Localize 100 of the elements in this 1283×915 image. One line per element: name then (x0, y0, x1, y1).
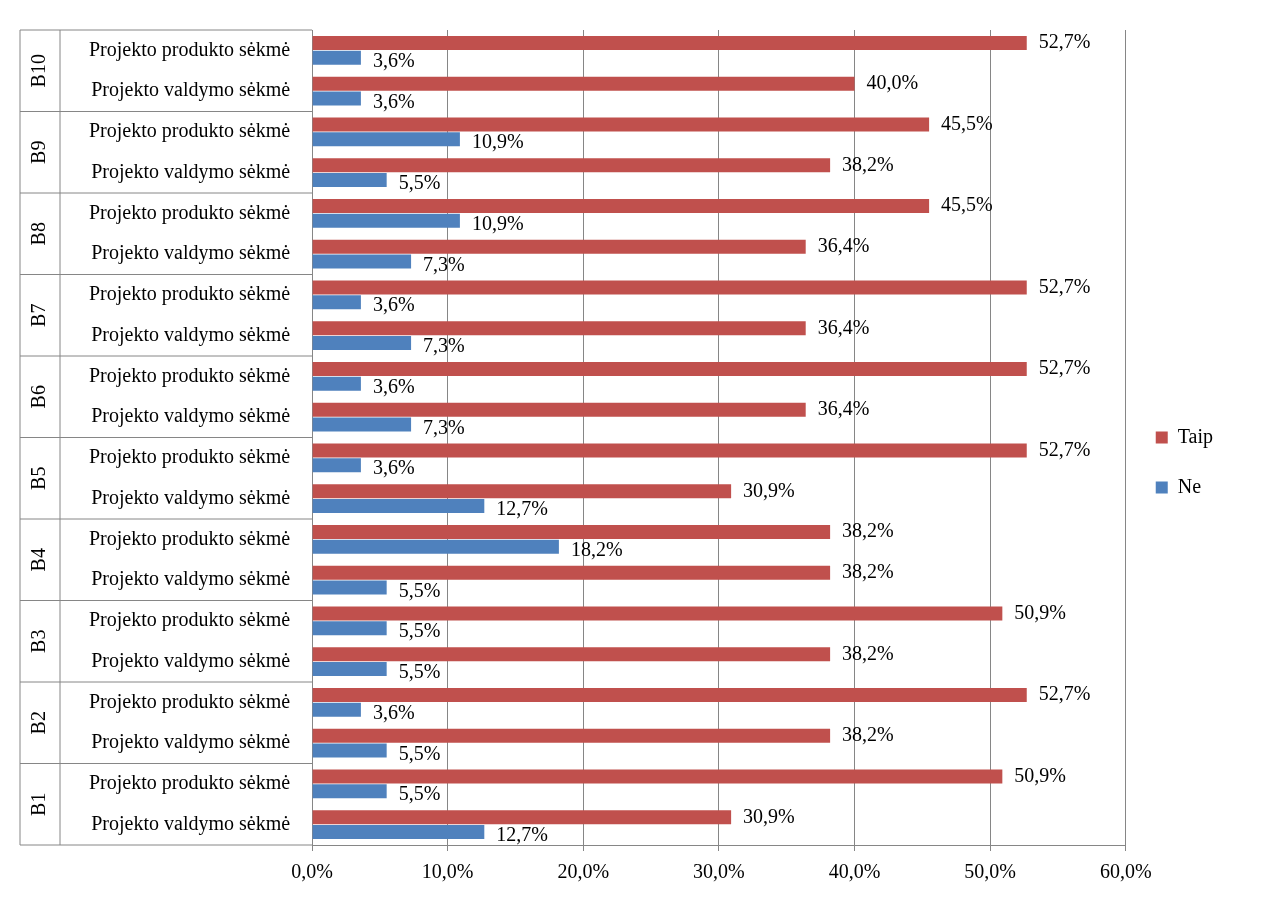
data-label: 3,6% (372, 48, 415, 71)
y-tick-label: Projekto valdymo sėkmė (91, 322, 291, 346)
y-tick-label: Projekto valdymo sėkmė (91, 485, 291, 509)
data-label: 40,0% (866, 71, 919, 94)
legend-label: Ne (1177, 474, 1202, 497)
bar (312, 565, 831, 580)
data-label: 3,6% (372, 374, 415, 397)
bar (312, 117, 930, 132)
data-label: 12,7% (496, 823, 548, 846)
bar (312, 239, 806, 254)
data-label: 38,2% (842, 560, 894, 583)
y-tick-label: Projekto produkto sėkmė (88, 119, 291, 143)
text: B10 (27, 54, 50, 88)
bar (312, 824, 485, 839)
x-tick-label: 10,0% (421, 860, 474, 883)
data-label: 30,9% (743, 478, 795, 501)
data-label: 36,4% (817, 234, 870, 257)
bar (312, 525, 831, 540)
bar (312, 621, 387, 636)
data-label: 38,2% (842, 152, 894, 175)
bar (312, 158, 831, 173)
bar (312, 539, 559, 554)
y-tick-label: Projekto produkto sėkmė (88, 526, 291, 550)
bar (312, 91, 361, 106)
data-label: 7,3% (423, 334, 465, 357)
bar (312, 728, 831, 743)
text: B3 (27, 629, 50, 653)
text: B5 (27, 466, 50, 490)
bar (312, 810, 732, 825)
bar (312, 458, 361, 473)
bar (312, 769, 1003, 784)
text: B7 (27, 303, 50, 327)
bar (312, 417, 412, 432)
data-label: 52,7% (1038, 30, 1091, 53)
data-label: 7,3% (423, 415, 465, 438)
data-label: 3,6% (372, 293, 415, 316)
bar (312, 172, 387, 187)
x-tick-label: 50,0% (964, 860, 1016, 883)
text: B8 (27, 222, 50, 246)
data-label: 50,9% (1014, 600, 1067, 623)
y-tick-label: Projekto valdymo sėkmė (91, 567, 291, 591)
data-label: 38,2% (842, 641, 894, 664)
y-tick-label: Projekto produkto sėkmė (88, 445, 291, 469)
bar (312, 50, 361, 65)
y-tick-label: Projekto valdymo sėkmė (91, 78, 291, 102)
data-label: 52,7% (1038, 682, 1091, 705)
text: B4 (27, 548, 50, 572)
y-tick-label: Projekto valdymo sėkmė (91, 404, 291, 428)
data-label: 52,7% (1038, 274, 1091, 297)
data-label: 30,9% (743, 804, 795, 827)
data-label: 10,9% (471, 211, 524, 234)
x-tick-label: 0,0% (291, 860, 333, 883)
y-tick-label: Projekto produkto sėkmė (88, 771, 291, 795)
data-label: 12,7% (496, 497, 548, 520)
y-tick-label: Projekto produkto sėkmė (88, 689, 291, 713)
bar (312, 484, 732, 499)
bar (312, 402, 806, 417)
bar (312, 743, 387, 758)
bar (312, 647, 831, 662)
bar (312, 661, 387, 676)
text: B2 (27, 711, 50, 735)
data-label: 50,9% (1014, 763, 1067, 786)
bar (312, 443, 1027, 458)
bar (312, 321, 806, 336)
data-label: 10,9% (471, 130, 524, 153)
x-tick-label: 60,0% (1099, 860, 1152, 883)
text: B6 (27, 385, 50, 409)
x-tick-label: 20,0% (557, 860, 610, 883)
bar (312, 688, 1027, 703)
data-label: 52,7% (1038, 437, 1091, 460)
data-label: 3,6% (372, 456, 415, 479)
y-tick-label: Projekto valdymo sėkmė (91, 159, 291, 183)
data-label: 45,5% (941, 111, 993, 134)
bar (312, 199, 930, 214)
bar (312, 498, 485, 513)
legend-label: Taip (1177, 424, 1214, 448)
data-label: 5,5% (398, 741, 441, 764)
bar (312, 254, 412, 269)
data-label: 18,2% (570, 537, 623, 560)
bar (312, 606, 1003, 621)
data-label: 38,2% (842, 519, 894, 542)
bar (312, 362, 1027, 377)
bar (312, 132, 460, 147)
y-tick-label: Projekto valdymo sėkmė (91, 241, 291, 265)
x-tick-label: 40,0% (828, 860, 881, 883)
data-label: 5,5% (398, 619, 441, 642)
y-tick-label: Projekto valdymo sėkmė (91, 648, 291, 672)
y-tick-label: Projekto produkto sėkmė (88, 608, 291, 632)
y-tick-label: Projekto valdymo sėkmė (91, 730, 291, 754)
y-tick-label: Projekto produkto sėkmė (88, 37, 291, 61)
text: B9 (27, 140, 50, 164)
bar (312, 702, 361, 717)
y-tick-label: Projekto valdymo sėkmė (91, 811, 291, 835)
data-label: 52,7% (1038, 356, 1091, 379)
bar (312, 295, 361, 310)
x-tick-label: 30,0% (693, 860, 745, 883)
bar (312, 376, 361, 391)
bar (312, 580, 387, 595)
bar (312, 76, 855, 91)
data-label: 38,2% (842, 723, 894, 746)
